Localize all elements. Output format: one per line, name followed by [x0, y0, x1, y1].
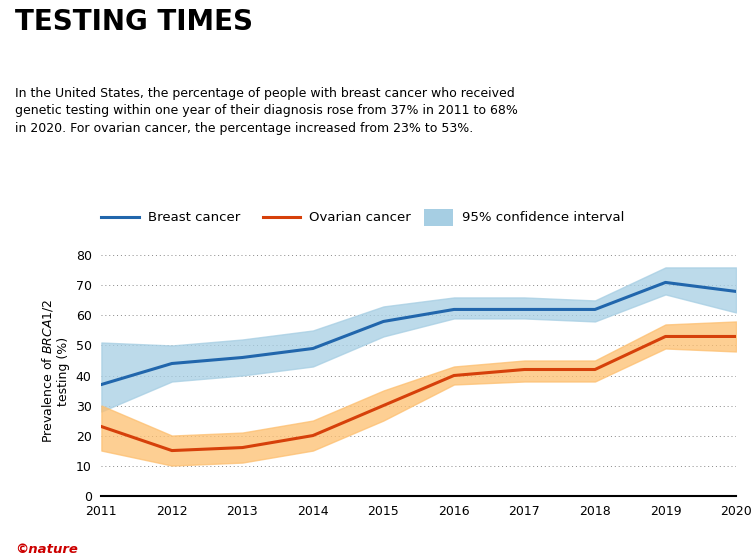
Text: Breast cancer: Breast cancer [148, 211, 240, 224]
Text: TESTING TIMES: TESTING TIMES [15, 8, 253, 36]
Text: In the United States, the percentage of people with breast cancer who received
g: In the United States, the percentage of … [15, 87, 518, 135]
Text: Ovarian cancer: Ovarian cancer [309, 211, 411, 224]
Text: ©nature: ©nature [15, 543, 78, 556]
Y-axis label: Prevalence of $\it{BRCA1/2}$
testing (%): Prevalence of $\it{BRCA1/2}$ testing (%) [40, 299, 70, 443]
Text: 95% confidence interval: 95% confidence interval [462, 211, 624, 224]
